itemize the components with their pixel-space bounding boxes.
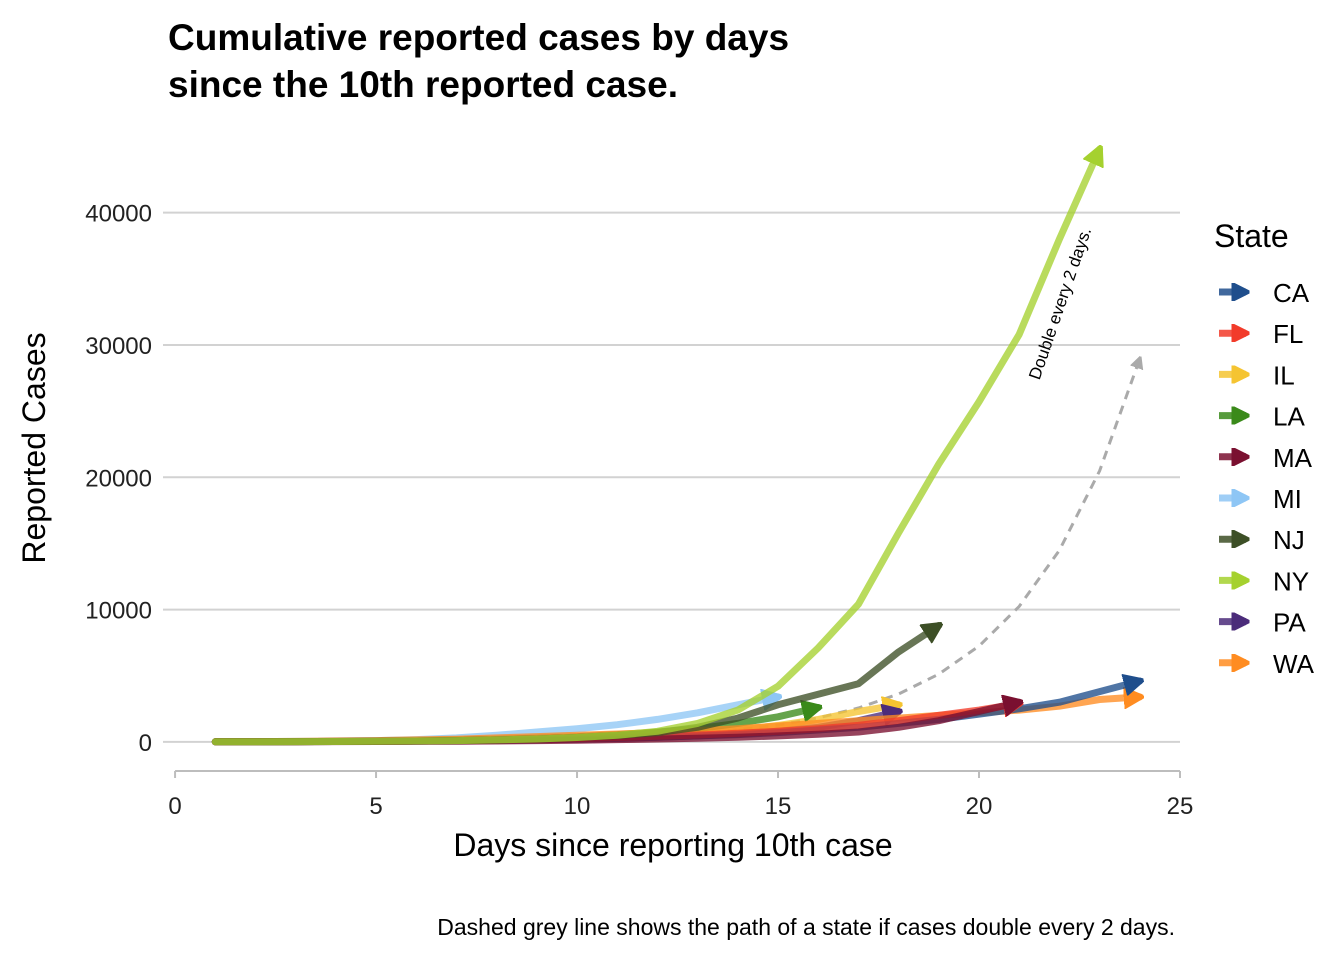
y-tick-label: 40000 bbox=[85, 201, 152, 228]
y-tick-label: 10000 bbox=[85, 598, 152, 625]
reference-line bbox=[375, 359, 1140, 743]
axes bbox=[174, 770, 1181, 778]
x-tick-label: 15 bbox=[765, 793, 792, 820]
y-tick-label: 30000 bbox=[85, 333, 152, 360]
legend-label-ca: CA bbox=[1273, 278, 1310, 308]
x-tick-label: 25 bbox=[1167, 793, 1194, 820]
legend-label-mi: MI bbox=[1273, 484, 1302, 514]
y-axis-title: Reported Cases bbox=[16, 332, 52, 563]
legend-label-ma: MA bbox=[1273, 443, 1313, 473]
legend-label-wa: WA bbox=[1273, 649, 1315, 679]
legend-label-pa: PA bbox=[1273, 608, 1306, 638]
x-tick-label: 20 bbox=[966, 793, 993, 820]
x-tick-label: 0 bbox=[168, 793, 181, 820]
legend-label-ny: NY bbox=[1273, 566, 1309, 596]
x-axis-title: Days since reporting 10th case bbox=[453, 827, 892, 863]
x-tick-label: 10 bbox=[564, 793, 591, 820]
grid-lines bbox=[163, 211, 1180, 743]
legend-label-nj: NJ bbox=[1273, 525, 1305, 555]
x-tick-label: 5 bbox=[369, 793, 382, 820]
y-tick-label: 20000 bbox=[85, 465, 152, 492]
reference-doubling-line bbox=[375, 359, 1140, 743]
series-line-ny bbox=[211, 149, 1099, 746]
chart-title-line-2: since the 10th reported case. bbox=[168, 64, 678, 105]
chart-caption: Dashed grey line shows the path of a sta… bbox=[437, 914, 1175, 940]
series-lines bbox=[211, 149, 1140, 746]
legend: CA FL IL LA MA MI NJ NY PA WA bbox=[1219, 278, 1315, 679]
legend-label-il: IL bbox=[1273, 360, 1295, 390]
x-tick-labels: 0 5 10 15 20 25 bbox=[168, 793, 1193, 820]
chart-title-line-1: Cumulative reported cases by days bbox=[168, 17, 789, 58]
y-tick-labels: 0 10000 20000 30000 40000 bbox=[85, 201, 152, 757]
legend-title: State bbox=[1214, 218, 1289, 254]
y-tick-label: 0 bbox=[139, 730, 152, 757]
legend-label-fl: FL bbox=[1273, 319, 1303, 349]
legend-label-la: LA bbox=[1273, 402, 1305, 432]
